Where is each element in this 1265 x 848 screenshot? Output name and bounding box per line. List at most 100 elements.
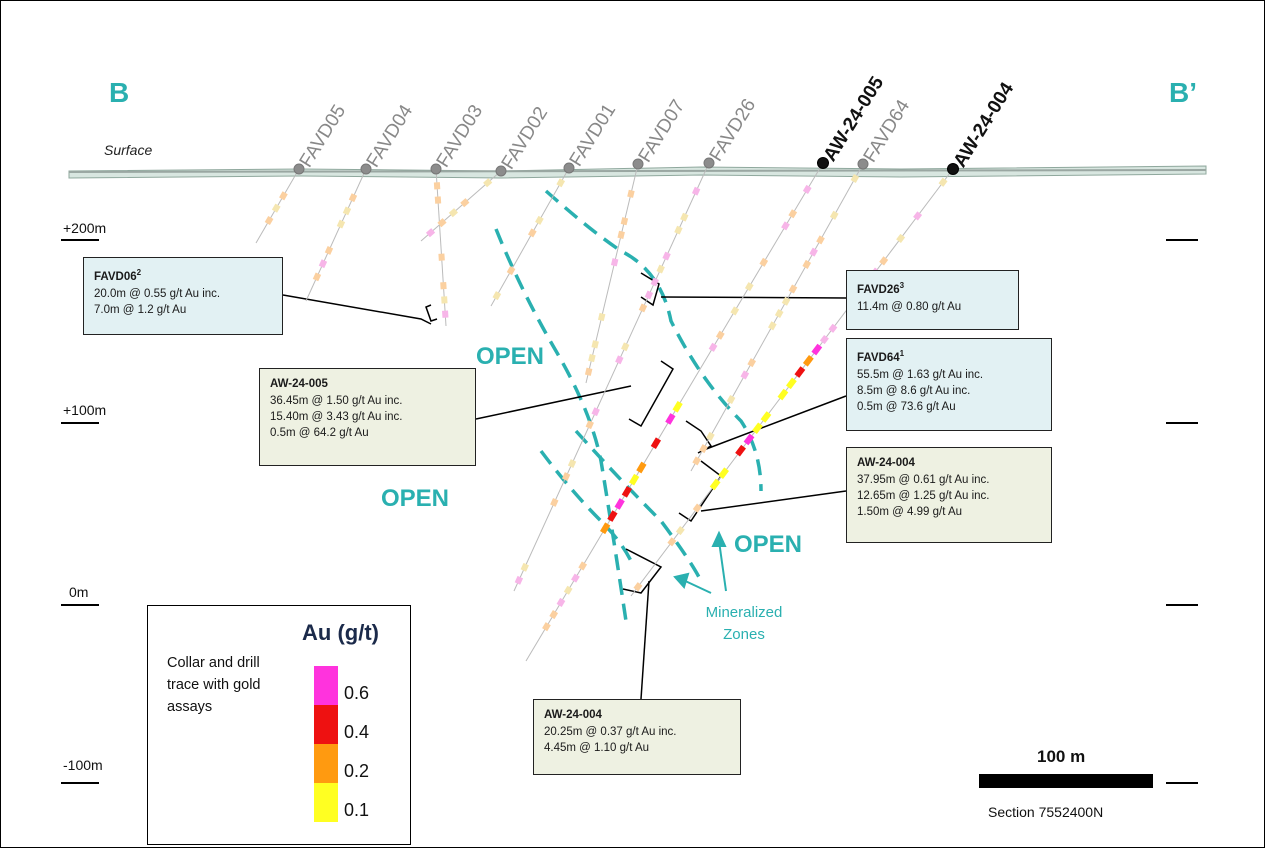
callout-line: 11.4m @ 0.80 g/t Au	[857, 300, 962, 313]
legend: Au (g/t) Collar and drill trace with gol…	[147, 605, 411, 845]
assay-interval	[785, 377, 797, 390]
assay-interval	[342, 206, 352, 216]
assay-interval	[744, 282, 754, 292]
elevation-label: +200m	[63, 220, 107, 236]
callout-line: 15.40m @ 3.43 g/t Au inc.	[270, 411, 403, 423]
assay-interval	[759, 257, 769, 267]
assay-interval	[535, 215, 544, 225]
assay-interval	[794, 366, 806, 378]
assay-interval	[760, 411, 772, 423]
mineralized-zone-outlines	[494, 189, 763, 622]
drill-trace	[490, 167, 570, 307]
assay-interval	[718, 467, 730, 479]
elevation-label: 0m	[69, 584, 89, 600]
assay-interval	[913, 211, 923, 221]
assay-interval	[662, 251, 671, 261]
open-label: OPEN	[476, 343, 545, 370]
collar-marker	[495, 165, 507, 177]
assay-interval	[437, 218, 447, 228]
assay-interval	[777, 388, 789, 401]
open-label: OPEN	[734, 531, 803, 558]
assay-interval	[811, 343, 823, 356]
callout-title: AW-24-005	[270, 378, 328, 390]
assay-interval	[617, 230, 625, 239]
assay-interval	[615, 355, 624, 365]
assay-interval	[460, 198, 470, 208]
mineralized-arrows	[673, 530, 727, 594]
assay-interval	[550, 498, 559, 507]
callout-line: 12.65m @ 1.25 g/t Au inc.	[857, 490, 990, 502]
callout-title: FAVD062	[94, 268, 142, 283]
assay-interval	[781, 221, 790, 231]
legend-scale-label: 0.6	[344, 683, 370, 703]
assay-interval	[434, 196, 442, 204]
elevation-tick-right	[1166, 604, 1198, 606]
collar-marker	[430, 163, 442, 175]
legend-scale-label: 0.4	[344, 722, 370, 742]
legend-description-line: Collar and drill	[167, 655, 260, 671]
assay-interval	[656, 264, 665, 274]
assay-interval	[726, 394, 736, 405]
legend-description-line: assays	[167, 699, 213, 715]
assay-interval	[597, 312, 606, 322]
callout-title: AW-24-004	[857, 457, 915, 469]
assay-interval	[680, 212, 689, 222]
section-label-right: B’	[1169, 77, 1197, 108]
assay-interval	[629, 473, 640, 486]
assay-interval	[336, 219, 346, 229]
assay-interval	[264, 215, 274, 226]
assay-interval	[819, 334, 829, 345]
callout-line: 8.5m @ 8.6 g/t Au inc.	[857, 384, 971, 397]
assay-interval	[571, 573, 580, 583]
assay-interval	[584, 367, 593, 376]
assay-interval	[441, 296, 448, 304]
assay-interval	[740, 370, 750, 380]
drill-trace	[513, 162, 710, 592]
assay-interval	[715, 330, 725, 340]
drill-holes	[255, 162, 954, 662]
callout-title: AW-24-004	[544, 709, 602, 721]
assay-interval	[621, 342, 630, 352]
callout-aw-24-004-upper: AW-24-004 37.95m @ 0.61 g/t Au inc. 12.6…	[846, 447, 1052, 543]
elevation-tick	[61, 239, 99, 241]
elevation-tick	[61, 604, 99, 606]
assay-interval	[816, 235, 825, 245]
legend-description-line: trace with gold	[167, 677, 261, 693]
collar-marker	[293, 163, 305, 175]
callout-line: 4.45m @ 1.10 g/t Au	[544, 742, 650, 754]
legend-scale-label: 0.2	[344, 761, 370, 781]
elevation-tick-right	[1166, 239, 1198, 241]
assay-interval	[438, 253, 445, 261]
assay-interval	[527, 228, 537, 238]
collar-marker	[632, 158, 644, 170]
assay-interval	[442, 310, 449, 318]
assay-interval	[448, 208, 459, 218]
assay-interval	[483, 178, 493, 188]
mineralized-label-line: Zones	[723, 626, 765, 643]
elevation-tick-right	[1166, 422, 1198, 424]
collars	[293, 157, 959, 177]
callout-favd26: FAVD263 11.4m @ 0.80 g/t Au	[846, 270, 1019, 330]
assay-interval	[768, 321, 777, 331]
assay-interval	[691, 186, 701, 196]
legend-scale-step	[314, 783, 338, 822]
open-label: OPEN	[381, 485, 450, 512]
assay-interval	[591, 407, 600, 417]
elevation-label: +100m	[63, 402, 107, 418]
collar-marker	[947, 163, 959, 175]
collar-marker	[563, 162, 575, 174]
assay-interval	[828, 323, 838, 333]
assay-interval	[829, 210, 839, 220]
assay-interval	[633, 582, 643, 592]
assay-interval	[752, 422, 763, 435]
assay-interval	[802, 355, 814, 367]
assay-interval	[620, 217, 629, 226]
assay-interval	[588, 353, 596, 363]
assay-interval	[667, 537, 677, 547]
legend-scale-step	[314, 705, 338, 744]
assay-interval	[674, 225, 683, 235]
callout-line: 0.5m @ 73.6 g/t Au	[857, 400, 956, 413]
callout-line: 1.50m @ 4.99 g/t Au	[857, 506, 963, 518]
assay-interval	[802, 259, 812, 269]
